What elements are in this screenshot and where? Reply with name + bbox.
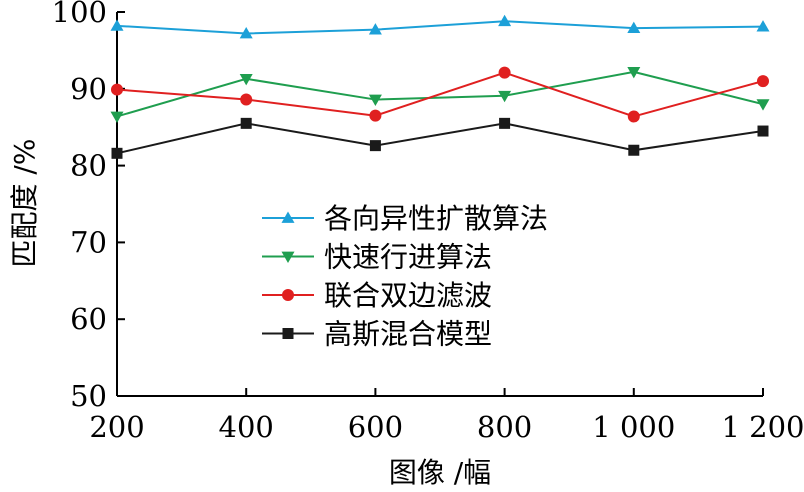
x-axis-label: 图像 /幅 — [389, 456, 491, 489]
data-point — [499, 117, 511, 129]
series-3 — [111, 117, 769, 159]
x-tick-label: 1 000 — [592, 410, 675, 444]
y-tick-label: 70 — [70, 225, 107, 259]
data-point — [110, 19, 124, 31]
data-point — [757, 125, 769, 137]
data-point — [110, 111, 124, 123]
data-point — [757, 75, 769, 88]
legend-item: 联合双边滤波 — [262, 279, 492, 312]
x-tick-label: 200 — [89, 410, 144, 444]
y-tick-label: 50 — [70, 379, 107, 413]
data-point — [239, 27, 253, 39]
data-point — [368, 23, 382, 35]
series-line — [116, 122, 764, 155]
series-layer — [110, 14, 770, 159]
data-point — [756, 99, 770, 111]
data-point — [756, 20, 770, 32]
y-axis-ticks: 50 60 70 80 90 100 — [52, 0, 125, 413]
legend-item: 高斯混合模型 — [262, 318, 492, 351]
x-axis-ticks: 200 400 600 800 1 000 1 200 — [89, 388, 804, 444]
legend-marker — [282, 328, 294, 339]
legend-label: 各向异性扩散算法 — [324, 202, 548, 235]
legend-marker — [281, 211, 295, 223]
data-point — [498, 66, 511, 79]
legend-label: 高斯混合模型 — [324, 318, 492, 351]
legend-item: 各向异性扩散算法 — [262, 202, 548, 235]
data-point — [368, 94, 382, 107]
data-point — [627, 110, 640, 123]
data-point — [239, 73, 253, 86]
data-point — [628, 144, 640, 156]
x-tick-label: 800 — [477, 410, 532, 444]
data-point — [498, 90, 512, 103]
x-tick-label: 1 200 — [721, 410, 804, 444]
series-2 — [111, 66, 769, 123]
data-point — [627, 21, 641, 34]
legend-marker — [282, 289, 294, 301]
data-point — [369, 109, 382, 122]
data-point — [498, 14, 512, 27]
series-line — [116, 70, 764, 118]
x-tick-label: 600 — [348, 410, 403, 444]
series-1 — [110, 67, 770, 123]
series-line — [116, 71, 764, 118]
data-point — [111, 147, 123, 159]
chart-axes — [116, 12, 763, 397]
data-point — [240, 93, 253, 106]
y-tick-label: 100 — [52, 0, 107, 29]
legend-label: 联合双边滤波 — [324, 279, 492, 312]
legend-marker — [281, 251, 295, 263]
legend-item: 快速行进算法 — [262, 241, 492, 274]
y-axis-label: 匹配度 /% — [8, 139, 41, 268]
y-tick-label: 80 — [70, 149, 107, 183]
y-tick-label: 90 — [70, 72, 107, 106]
series-line — [116, 20, 764, 35]
x-tick-label: 400 — [219, 410, 274, 444]
data-point — [627, 67, 641, 79]
data-point — [111, 83, 123, 96]
data-point — [240, 117, 252, 129]
data-point — [369, 140, 381, 152]
legend-label: 快速行进算法 — [324, 241, 492, 274]
series-0 — [110, 14, 770, 39]
y-tick-label: 60 — [70, 302, 107, 336]
